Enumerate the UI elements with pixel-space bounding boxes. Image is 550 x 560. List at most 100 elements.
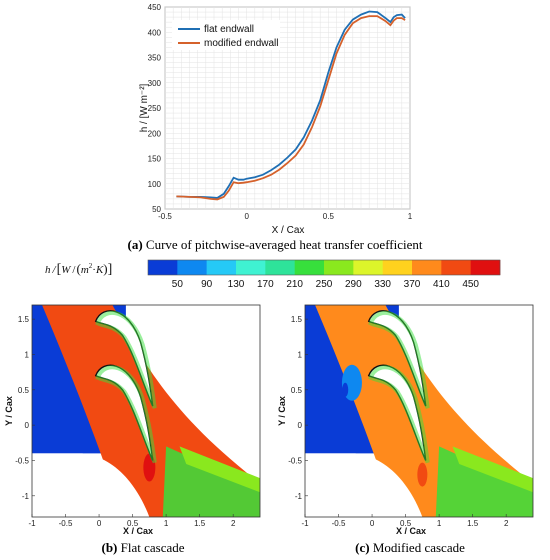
colorbar-title-K: K: [95, 264, 104, 276]
contour-flat-cascade: -1 -0.5 0 0.5 1 1.5 2 -1 -0.5 0 0.5 1 1.5 X / Cax Y / …: [4, 304, 261, 536]
colorbar-label: 330: [374, 279, 391, 290]
blade-halo: [368, 365, 430, 464]
series-line-flat-endwall: [176, 10, 406, 199]
line-legend: flat endwall modified endwall: [172, 20, 280, 50]
y-tick-label: 300: [148, 79, 162, 88]
x-tick-label: -0.5: [59, 519, 73, 528]
contour-outside-domain: [408, 305, 533, 468]
y-tick-label: 1.5: [291, 315, 303, 324]
contour-outside-domain: [32, 453, 150, 517]
colorbar-title-m: m: [81, 264, 89, 276]
colorbar-title-h: h: [45, 264, 51, 276]
y-tick-label: 250: [148, 104, 162, 113]
y-tick-label: 50: [152, 205, 161, 214]
y-tick-label: 0: [25, 421, 30, 430]
contour-frame: [304, 304, 534, 518]
caption-a: (a) Curve of pitchwise-averaged heat tra…: [127, 237, 422, 252]
contour-outside-domain: [135, 305, 260, 468]
colorbar-label: 50: [172, 279, 184, 290]
y-tick-label: 1: [25, 350, 30, 359]
colorbar-swatch: [382, 260, 413, 275]
y-tick-label: -1: [22, 492, 30, 501]
blade-halo: [368, 310, 430, 409]
y-tick-label: 350: [148, 54, 162, 63]
x-tick-label: -1: [301, 519, 309, 528]
contour-hotspot: [126, 410, 152, 469]
legend-label-modified-endwall: modified endwall: [204, 38, 279, 49]
contour-field: [305, 305, 533, 517]
blade-halo: [95, 365, 157, 464]
colorbar-swatch: [177, 260, 207, 275]
contour-exit-band: [179, 446, 260, 493]
y-tick-label: 0: [298, 421, 303, 430]
x-tick-label: 0: [244, 212, 249, 221]
blade-halo: [95, 310, 157, 409]
colorbar-label: 90: [201, 279, 213, 290]
contour-hotspot: [417, 462, 428, 487]
colorbar-swatch: [265, 260, 295, 275]
colorbar-label: 290: [345, 279, 362, 290]
y-tick-label: -0.5: [288, 456, 302, 465]
colorbar-label: 210: [286, 279, 303, 290]
x-axis-label: X / Cax: [396, 526, 426, 536]
x-tick-label: 0.5: [127, 519, 139, 528]
caption-a-label: (a): [127, 237, 142, 252]
colorbar-label: 170: [257, 279, 274, 290]
colorbar-title-dot: ·: [92, 264, 96, 276]
colorbar-swatch: [324, 260, 354, 275]
contour-lowspot: [342, 382, 349, 397]
x-tick-label: 0.5: [323, 212, 335, 221]
caption-c: (c) Modified cascade: [355, 540, 465, 555]
y-tick-label: 1: [298, 350, 303, 359]
colorbar-label: 450: [462, 279, 479, 290]
y-tick-label: 450: [148, 3, 162, 12]
x-tick-label: 1: [437, 519, 442, 528]
y-tick-label: 100: [148, 180, 162, 189]
contour-exit-band: [452, 446, 533, 493]
series-line-modified-endwall: [176, 15, 406, 201]
caption-a-text: Curve of pitchwise-averaged heat transfe…: [143, 237, 423, 252]
y-axis-label: Y / Cax: [4, 396, 14, 426]
x-tick-label: 0.5: [400, 519, 412, 528]
colorbar-swatches: [147, 259, 501, 276]
line-chart: 50 100 150 200 250 300 350 400 450 -0.5 0 0.5 1 fla…: [139, 3, 413, 236]
x-tick-label: 1: [408, 212, 413, 221]
x-axis-label: X / Cax: [123, 526, 153, 536]
caption-c-label: (c): [355, 540, 369, 555]
colorbar-label: 410: [433, 279, 450, 290]
y-tick-label: 150: [148, 155, 162, 164]
caption-b-text: Flat cascade: [117, 540, 184, 555]
colorbar-labels: 50 90 130 170 210 250 290 330 370 410 450: [172, 279, 480, 290]
y-tick-label: 1.5: [18, 315, 30, 324]
colorbar-label: 130: [228, 279, 245, 290]
contour-field: [32, 305, 260, 517]
x-tick-label: 2: [504, 519, 509, 528]
x-tick-label: -0.5: [158, 212, 172, 221]
colorbar-swatch: [412, 260, 442, 275]
colorbar-title-slash: /: [52, 264, 57, 276]
line-x-ticks: -0.5 0 0.5 1: [158, 212, 413, 221]
legend-label-flat-endwall: flat endwall: [204, 24, 254, 35]
colorbar-border: [147, 259, 501, 276]
colorbar-label: 250: [316, 279, 333, 290]
x-tick-label: 0: [97, 519, 102, 528]
contour-modified-cascade: -1 -0.5 0 0.5 1 1.5 2 -1 -0.5 0 0.5 1 1.5 X / Cax Y / …: [277, 304, 534, 536]
caption-b: (b) Flat cascade: [101, 540, 184, 555]
x-tick-label: -0.5: [332, 519, 346, 528]
x-tick-label: 1.5: [467, 519, 479, 528]
y-tick-label: 200: [148, 129, 162, 138]
y-tick-label: 0.5: [18, 386, 30, 395]
y-tick-label: 0.5: [291, 386, 303, 395]
x-tick-label: 2: [231, 519, 236, 528]
colorbar-label: 370: [404, 279, 421, 290]
x-tick-label: 1: [164, 519, 169, 528]
colorbar-swatch: [148, 260, 178, 275]
line-y-axis-label: h / [W m⁻²]: [139, 83, 150, 132]
colorbar-swatch: [441, 260, 471, 275]
line-x-axis-label: X / Cax: [272, 225, 305, 236]
contour-frame: [31, 304, 261, 518]
x-tick-label: -1: [28, 519, 36, 528]
colorbar-title-sup: 2: [89, 262, 93, 270]
y-tick-label: -0.5: [15, 456, 29, 465]
